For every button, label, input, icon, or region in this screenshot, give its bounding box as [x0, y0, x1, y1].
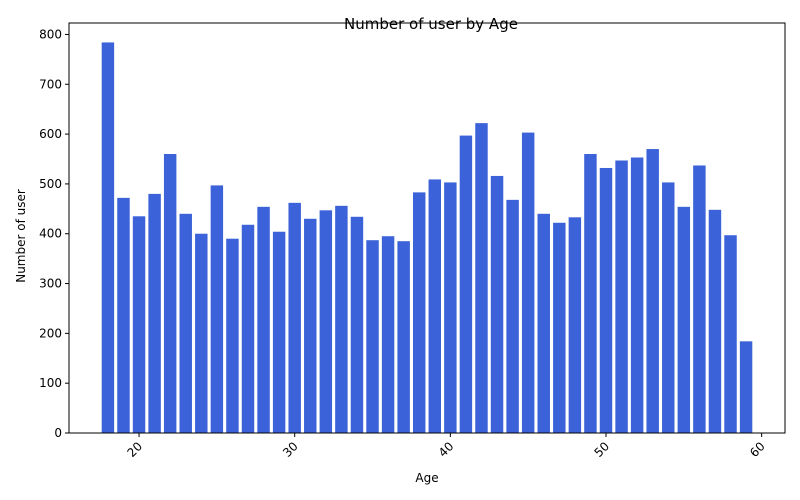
bar-age-49: [584, 154, 597, 433]
x-tick-label-20: 20: [124, 439, 145, 460]
y-tick-label-800: 800: [39, 27, 62, 41]
bar-age-32: [319, 210, 333, 433]
bar-age-59: [739, 341, 753, 433]
y-axis-label: Number of user: [14, 189, 28, 283]
bar-age-38: [412, 192, 426, 433]
bar-age-22: [163, 154, 177, 433]
bar-age-33: [335, 205, 348, 433]
y-tick-label-700: 700: [39, 77, 62, 91]
bars-group: [101, 42, 753, 434]
y-tick-label-100: 100: [39, 376, 62, 390]
bar-age-52: [630, 157, 644, 433]
bar-age-51: [615, 160, 628, 434]
bar-age-28: [257, 206, 270, 433]
bar-age-19: [117, 197, 130, 433]
bar-age-25: [210, 185, 224, 433]
bar-age-43: [490, 175, 504, 433]
bar-age-50: [599, 167, 613, 434]
y-tick-label-500: 500: [39, 177, 62, 191]
bar-age-42: [475, 123, 488, 433]
bar-age-20: [132, 216, 146, 433]
bar-age-53: [646, 149, 659, 433]
bar-age-36: [381, 236, 395, 433]
bar-age-37: [397, 241, 410, 433]
bar-age-23: [179, 213, 192, 433]
bar-age-41: [459, 135, 473, 434]
bar-age-45: [521, 132, 535, 433]
bar-age-54: [662, 182, 675, 433]
bar-age-39: [428, 179, 442, 433]
bar-age-46: [537, 213, 550, 433]
y-tick-label-0: 0: [54, 426, 62, 440]
bar-age-27: [241, 224, 255, 433]
bar-age-55: [677, 206, 691, 433]
bar-age-31: [304, 218, 317, 433]
x-axis: 20 30 40 50 60: [124, 433, 768, 460]
bar-age-58: [724, 235, 737, 433]
y-tick-label-400: 400: [39, 227, 62, 241]
x-tick-label-30: 30: [280, 439, 301, 460]
y-tick-label-300: 300: [39, 277, 62, 291]
x-tick-label-40: 40: [436, 439, 457, 460]
bar-age-47: [553, 222, 566, 433]
bar-age-56: [693, 165, 706, 433]
bar-age-40: [444, 182, 457, 433]
bar-age-44: [506, 199, 519, 433]
plot-frame: [68, 22, 786, 434]
x-tick-label-60: 60: [747, 439, 768, 460]
bar-age-30: [288, 202, 301, 433]
bar-age-35: [366, 240, 379, 433]
y-axis: 0 100 200 300 400 500 600 700 800: [39, 27, 69, 440]
bar-age-21: [148, 193, 161, 433]
bar-age-57: [708, 209, 722, 433]
bar-age-29: [272, 231, 286, 433]
bar-age-34: [350, 216, 364, 433]
bar-age-48: [568, 217, 582, 433]
bar-age-18: [101, 42, 115, 433]
y-tick-label-200: 200: [39, 326, 62, 340]
x-axis-label: Age: [415, 471, 438, 485]
bar-age-26: [226, 238, 239, 433]
chart-title: Number of user by Age: [344, 15, 518, 33]
bar-age-24: [195, 233, 208, 433]
x-tick-label-50: 50: [591, 439, 612, 460]
y-tick-label-600: 600: [39, 127, 62, 141]
